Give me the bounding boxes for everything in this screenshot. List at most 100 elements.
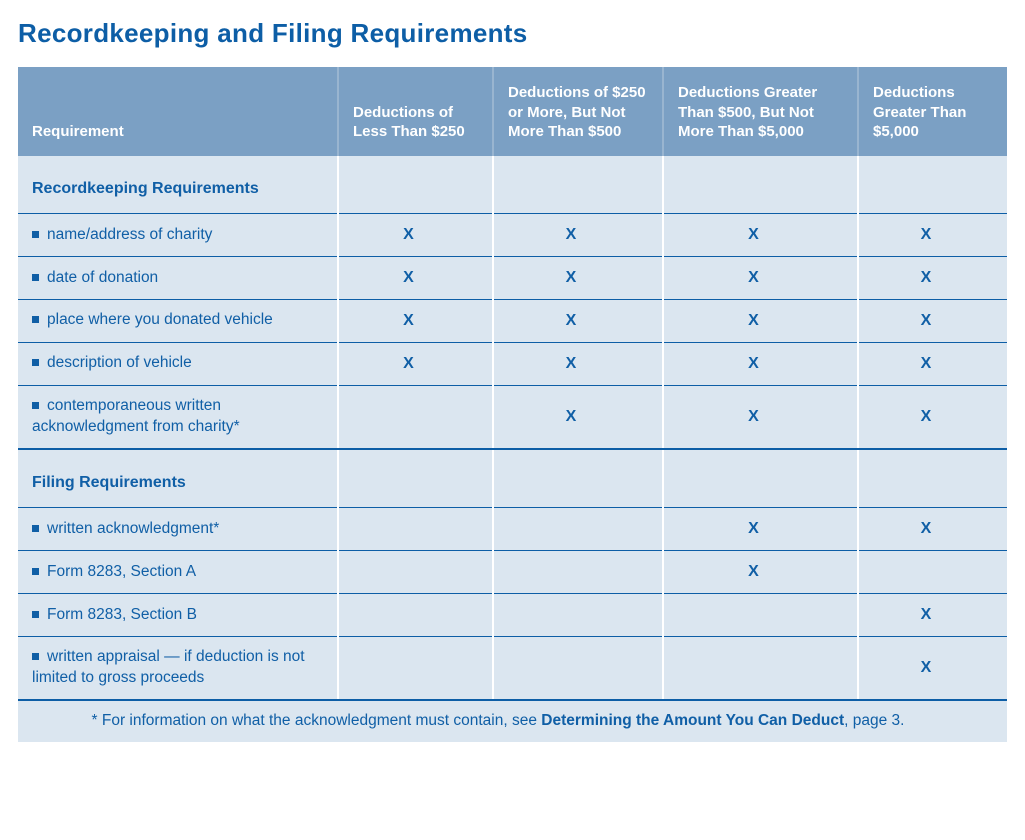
bullet-icon (32, 568, 39, 575)
empty-cell (493, 594, 663, 637)
table-row: name/address of charity X X X X (18, 214, 1007, 257)
x-mark: X (566, 226, 577, 243)
section-heading: Filing Requirements (18, 449, 338, 508)
x-mark: X (403, 312, 414, 329)
empty-cell (663, 636, 858, 699)
bullet-icon (32, 525, 39, 532)
mark-cell: X (663, 299, 858, 342)
row-label: date of donation (18, 257, 338, 300)
bullet-icon (32, 611, 39, 618)
mark-cell: X (493, 257, 663, 300)
mark-cell: X (493, 385, 663, 448)
mark-cell: X (858, 508, 1007, 551)
bullet-icon (32, 231, 39, 238)
mark-cell: X (338, 257, 493, 300)
x-mark: X (403, 226, 414, 243)
row-label: place where you donated vehicle (18, 299, 338, 342)
table-row: Form 8283, Section B X (18, 594, 1007, 637)
x-mark: X (921, 226, 932, 243)
empty-cell (858, 156, 1007, 214)
x-mark: X (921, 408, 932, 425)
mark-cell: X (858, 257, 1007, 300)
row-label: Form 8283, Section A (18, 551, 338, 594)
bullet-icon (32, 274, 39, 281)
x-mark: X (403, 355, 414, 372)
table-row: description of vehicle X X X X (18, 342, 1007, 385)
empty-cell (493, 636, 663, 699)
mark-cell: X (858, 214, 1007, 257)
table-row: contemporaneous written acknowledgment f… (18, 385, 1007, 448)
x-mark: X (921, 312, 932, 329)
x-mark: X (921, 355, 932, 372)
mark-cell: X (663, 257, 858, 300)
table-row: place where you donated vehicle X X X X (18, 299, 1007, 342)
empty-cell (858, 449, 1007, 508)
bullet-icon (32, 402, 39, 409)
row-label: name/address of charity (18, 214, 338, 257)
empty-cell (338, 385, 493, 448)
footnote: * For information on what the acknowledg… (18, 700, 1007, 742)
x-mark: X (748, 269, 759, 286)
col-header-requirement: Requirement (18, 68, 338, 156)
table-header: Requirement Deductions of Less Than $250… (18, 68, 1007, 156)
table-row: Form 8283, Section A X (18, 551, 1007, 594)
mark-cell: X (663, 508, 858, 551)
row-label: written acknowledgment* (18, 508, 338, 551)
page-title: Recordkeeping and Filing Requirements (18, 18, 1007, 49)
mark-cell: X (338, 299, 493, 342)
x-mark: X (748, 355, 759, 372)
empty-cell (493, 551, 663, 594)
x-mark: X (748, 408, 759, 425)
col-header-250-500: Deductions of $250 or More, But Not More… (493, 68, 663, 156)
x-mark: X (748, 312, 759, 329)
table-body: Recordkeeping Requirementsname/address o… (18, 156, 1007, 742)
empty-cell (338, 449, 493, 508)
x-mark: X (921, 606, 932, 623)
empty-cell (338, 551, 493, 594)
empty-cell (858, 551, 1007, 594)
empty-cell (338, 636, 493, 699)
mark-cell: X (338, 342, 493, 385)
row-label: description of vehicle (18, 342, 338, 385)
x-mark: X (748, 563, 759, 580)
empty-cell (338, 156, 493, 214)
mark-cell: X (493, 214, 663, 257)
empty-cell (663, 594, 858, 637)
mark-cell: X (663, 551, 858, 594)
empty-cell (493, 449, 663, 508)
mark-cell: X (858, 342, 1007, 385)
col-header-lt250: Deductions of Less Than $250 (338, 68, 493, 156)
table-row: written appraisal — if deduction is not … (18, 636, 1007, 699)
x-mark: X (566, 312, 577, 329)
bullet-icon (32, 653, 39, 660)
empty-cell (493, 508, 663, 551)
mark-cell: X (493, 342, 663, 385)
mark-cell: X (858, 594, 1007, 637)
x-mark: X (566, 269, 577, 286)
bullet-icon (32, 316, 39, 323)
empty-cell (663, 449, 858, 508)
row-label: Form 8283, Section B (18, 594, 338, 637)
x-mark: X (566, 408, 577, 425)
mark-cell: X (663, 385, 858, 448)
row-label: written appraisal — if deduction is not … (18, 636, 338, 699)
mark-cell: X (663, 214, 858, 257)
col-header-500-5000: Deductions Greater Than $500, But Not Mo… (663, 68, 858, 156)
mark-cell: X (858, 299, 1007, 342)
x-mark: X (921, 659, 932, 676)
mark-cell: X (663, 342, 858, 385)
x-mark: X (566, 355, 577, 372)
table-row: date of donation X X X X (18, 257, 1007, 300)
empty-cell (338, 594, 493, 637)
empty-cell (493, 156, 663, 214)
mark-cell: X (338, 214, 493, 257)
section-heading: Recordkeeping Requirements (18, 156, 338, 214)
requirements-table: Requirement Deductions of Less Than $250… (18, 67, 1007, 742)
mark-cell: X (858, 385, 1007, 448)
empty-cell (338, 508, 493, 551)
empty-cell (663, 156, 858, 214)
x-mark: X (748, 226, 759, 243)
col-header-gt5000: Deductions Greater Than $5,000 (858, 68, 1007, 156)
x-mark: X (403, 269, 414, 286)
table-row: written acknowledgment* XX (18, 508, 1007, 551)
